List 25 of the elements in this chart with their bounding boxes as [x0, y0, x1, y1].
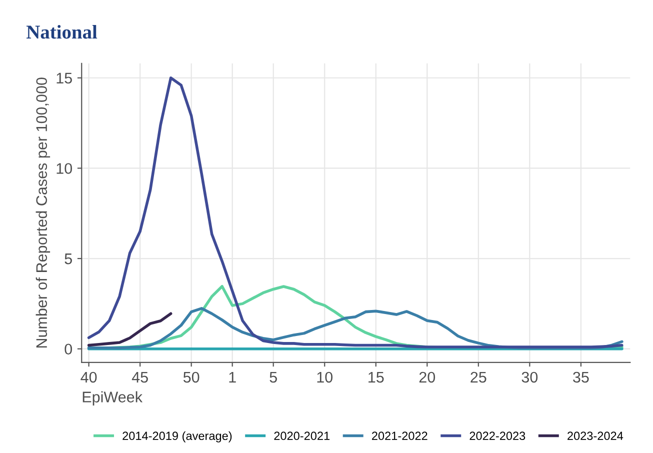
- x-tick-label: 15: [368, 372, 384, 383]
- x-tick-label: 30: [522, 372, 538, 383]
- y-axis-title: Number of Reported Cases per 100,000: [36, 78, 50, 348]
- legend-label: 2022-2023: [470, 432, 526, 440]
- legend-label: 2021-2022: [372, 432, 428, 440]
- y-tick-label: 10: [56, 163, 72, 174]
- x-tick-label: 5: [270, 372, 277, 383]
- x-tick-label: 45: [132, 372, 148, 383]
- x-tick-label: 1: [229, 372, 236, 382]
- x-axis-title: EpiWeek: [82, 391, 143, 406]
- x-tick-label: 50: [183, 372, 200, 383]
- legend-label: 2023-2024: [568, 432, 624, 440]
- line-series: [87, 76, 624, 348]
- x-tick-label: 20: [419, 372, 436, 383]
- y-tick-label: 5: [64, 254, 72, 264]
- x-tick-label: 35: [573, 372, 589, 383]
- line-series: [87, 312, 172, 347]
- legend-label: 2014-2019 (average): [122, 431, 232, 442]
- y-tick-label: 15: [56, 72, 72, 84]
- x-tick-label: 40: [80, 372, 97, 383]
- legend-label: 2020-2021: [274, 432, 330, 440]
- x-tick-label: 25: [470, 372, 486, 383]
- x-tick-label: 10: [317, 372, 333, 383]
- chart-title: National: [26, 25, 98, 39]
- y-tick-label: 0: [64, 344, 72, 355]
